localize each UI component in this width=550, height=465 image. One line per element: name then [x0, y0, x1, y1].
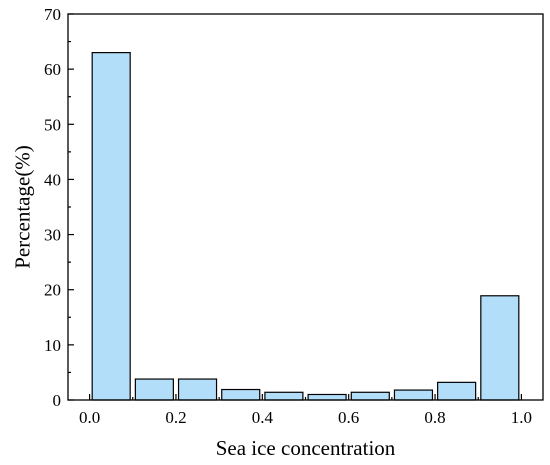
y-tick-label: 30	[44, 226, 61, 245]
y-tick-label: 70	[44, 5, 61, 24]
x-tick-label: 0.4	[252, 408, 274, 427]
y-tick-label: 10	[44, 336, 61, 355]
x-axis-title: Sea ice concentration	[216, 436, 396, 460]
histogram-bar-2	[177, 378, 218, 401]
histogram-bar-6	[350, 391, 390, 401]
histogram-bar-1	[134, 378, 174, 401]
y-tick-label: 60	[44, 60, 61, 79]
y-tick-label: 50	[44, 115, 61, 134]
histogram-bar-9	[480, 295, 520, 401]
y-tick-label: 20	[44, 281, 61, 300]
x-tick-label: 0.0	[79, 408, 100, 427]
x-tick-label: 0.6	[338, 408, 359, 427]
y-tick-label: 0	[53, 391, 62, 410]
x-tick-label: 0.2	[165, 408, 186, 427]
plot-frame	[67, 13, 544, 401]
y-axis-title: Percentage(%)	[10, 145, 34, 269]
histogram-bar-0	[91, 51, 131, 401]
histogram-bar-3	[221, 388, 261, 401]
x-tick-label: 1.0	[511, 408, 532, 427]
y-tick-label: 40	[44, 170, 61, 189]
histogram-bar-7	[393, 389, 434, 401]
histogram-bar-5	[307, 393, 347, 401]
x-tick-label: 0.8	[424, 408, 445, 427]
y-axis-ticks: 0 10 20 30 40 50 60 70	[44, 5, 74, 410]
histogram-bar-4	[264, 391, 304, 401]
histogram-bar-8	[437, 381, 477, 401]
bars-group	[91, 51, 520, 401]
x-axis-ticks: 0.0 0.2 0.4 0.6 0.8 1.0	[79, 394, 532, 427]
